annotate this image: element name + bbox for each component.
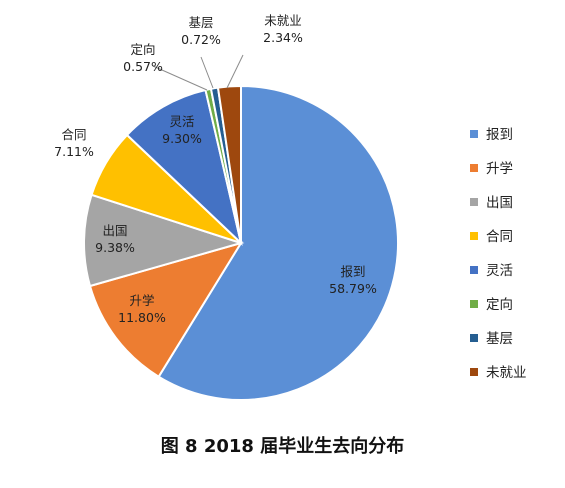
slice-value-label-5: 0.57% [123,59,163,74]
legend-label-2: 出国 [486,195,513,211]
leader-line-7 [226,54,244,89]
legend-label-6: 基层 [486,330,513,347]
legend-label-1: 升学 [486,161,513,177]
legend-swatch-4 [470,266,478,274]
pie-slice-0 [157,84,399,401]
leader-line-6 [200,56,214,89]
pie-slice-1 [88,241,244,379]
slice-name-label-1: 升学 [129,293,154,308]
slice-name-label-2: 出国 [102,223,127,238]
pie-chart: 报到 58.79% 升学 11.80% 出国 9.38% 合同 7.11% 灵活 9.30% 定向 0… [54,13,527,401]
slice-value-label-6: 0.72% [181,32,221,47]
legend-swatch-0 [470,130,478,138]
slice-name-label-4: 灵活 [169,114,194,129]
pie-slice-7 [216,84,242,244]
figure-caption: 图 8 2018 届毕业生去向分布 [160,436,405,457]
pie-slice-2 [83,193,245,288]
legend-swatch-2 [470,198,478,206]
legend-swatch-3 [470,232,478,240]
slice-name-label-0: 报到 [340,264,365,279]
slice-name-label-5: 定向 [130,42,155,57]
slice-value-label-3: 7.11% [54,144,94,159]
legend-label-3: 合同 [486,229,513,245]
slice-value-label-2: 9.38% [95,240,135,255]
legend-label-7: 未就业 [486,365,527,381]
legend-swatch-6 [470,334,478,342]
slice-name-label-3: 合同 [61,127,86,142]
pie-slice-4 [125,88,243,247]
legend-label-4: 灵活 [486,263,513,279]
slice-name-label-7: 未就业 [264,13,302,28]
slice-value-label-0: 58.79% [329,281,377,296]
slice-name-label-6: 基层 [188,15,213,30]
slice-value-label-1: 11.80% [118,310,166,325]
leader-line-5 [152,65,208,91]
legend-label-5: 定向 [486,297,513,313]
slice-value-label-7: 2.34% [263,30,303,45]
legend-label-0: 报到 [486,127,513,143]
legend-swatch-1 [470,164,478,172]
legend-swatch-7 [470,368,478,376]
legend-swatch-5 [470,300,478,308]
slice-value-label-4: 9.30% [162,131,202,146]
